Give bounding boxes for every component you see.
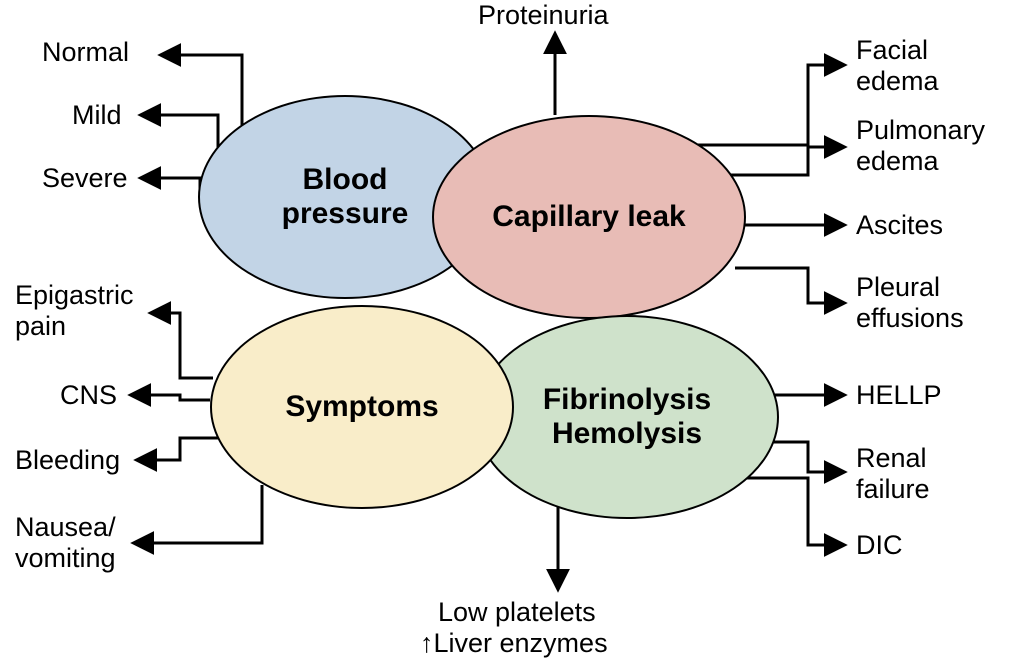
label-ascites: Ascites — [856, 210, 943, 241]
label-liver-enzymes: ↑Liver enzymes — [420, 628, 608, 659]
node-blood-pressure-label: Bloodpressure — [282, 163, 409, 231]
arrow — [138, 438, 218, 460]
node-symptoms-label: Symptoms — [285, 390, 438, 424]
label-low-platelets: Low platelets — [438, 597, 596, 628]
label-dic: DIC — [856, 530, 903, 561]
node-capillary-leak-label: Capillary leak — [492, 200, 685, 234]
arrow — [770, 442, 843, 472]
arrow — [132, 395, 210, 400]
label-facial-edema: Facialedema — [856, 35, 939, 97]
label-nausea-vomiting: Nausea/vomiting — [15, 512, 116, 574]
label-normal: Normal — [42, 37, 129, 68]
arrow — [152, 313, 213, 378]
arrow — [735, 268, 843, 303]
label-pleural-effusions: Pleuraleffusions — [856, 272, 964, 334]
diagram-stage: Bloodpressure Capillary leak Fibrinolysi… — [0, 0, 1011, 667]
node-capillary-leak: Capillary leak — [432, 115, 746, 319]
label-proteinuria: Proteinuria — [478, 0, 609, 31]
node-symptoms: Symptoms — [210, 305, 514, 509]
node-fibrinolysis-label: FibrinolysisHemolysis — [543, 383, 711, 451]
label-epigastric-pain: Epigastricpain — [15, 280, 134, 342]
node-fibrinolysis-hemolysis: FibrinolysisHemolysis — [475, 315, 779, 519]
label-severe: Severe — [42, 163, 128, 194]
label-renal-failure: Renalfailure — [856, 443, 930, 505]
arrow — [745, 478, 843, 545]
label-cns: CNS — [60, 380, 117, 411]
arrow — [142, 115, 218, 155]
label-mild: Mild — [72, 100, 122, 131]
arrow — [162, 55, 242, 125]
arrow — [722, 147, 843, 175]
label-bleeding: Bleeding — [15, 445, 120, 476]
arrow — [692, 65, 843, 145]
arrow — [142, 178, 200, 195]
label-hellp: HELLP — [856, 380, 942, 411]
arrow — [135, 485, 262, 543]
label-pulmonary-edema: Pulmonaryedema — [856, 115, 985, 177]
